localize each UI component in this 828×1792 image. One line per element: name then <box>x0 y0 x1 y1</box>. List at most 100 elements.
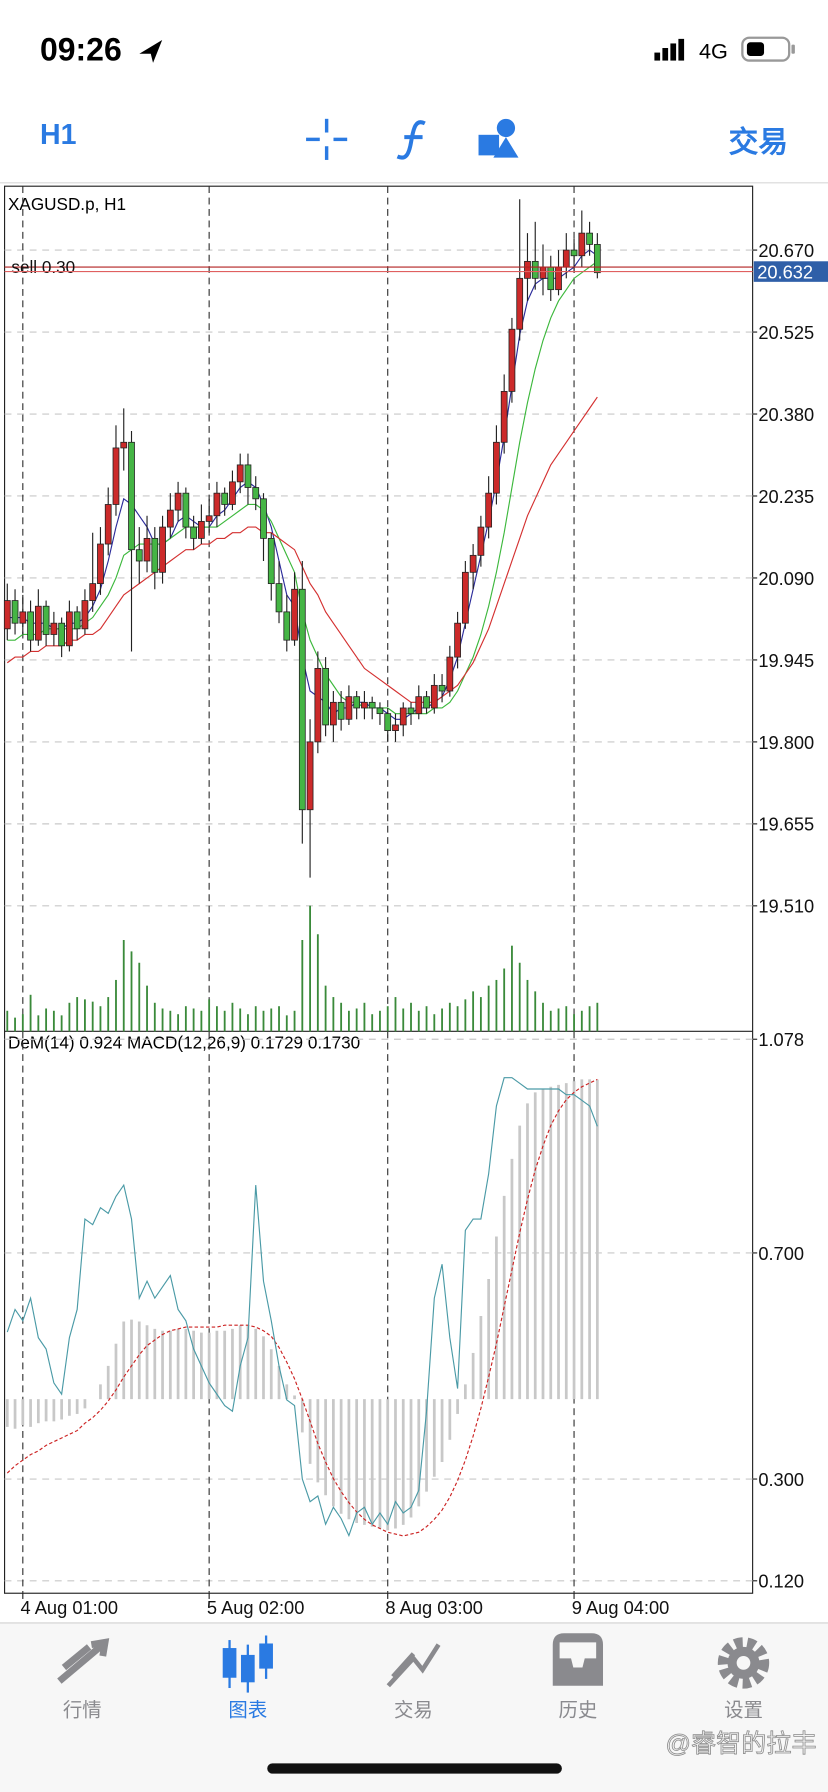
candle-body <box>135 549 143 562</box>
candle-body <box>291 588 298 641</box>
candle-body <box>361 701 368 709</box>
candle-body <box>190 526 197 539</box>
candle-body <box>516 277 524 330</box>
y-tick-label: 19.510 <box>758 896 814 917</box>
candle-body <box>104 504 112 545</box>
candle-body <box>229 481 236 505</box>
y-tick-label: 19.800 <box>758 732 814 753</box>
candle-body <box>438 684 446 692</box>
candle-body <box>205 515 213 522</box>
chart-frame <box>3 185 754 1594</box>
tab-label[interactable]: 历史 <box>558 1700 597 1722</box>
watermark: @睿智的拉丰 <box>666 1730 817 1758</box>
candle-body <box>562 249 570 268</box>
order-label: sell 0.30 <box>11 257 75 277</box>
candle-body <box>244 464 252 488</box>
candle-body <box>415 696 423 715</box>
timeframe-button[interactable]: H1 <box>40 119 77 151</box>
candle-body <box>493 441 500 494</box>
tab-icon-trade[interactable] <box>386 1643 441 1688</box>
candle-body <box>586 232 593 245</box>
candle-body <box>42 605 50 635</box>
candle-body <box>446 656 454 692</box>
chart-area[interactable] <box>3 185 754 1594</box>
candle-body <box>345 696 353 720</box>
y-tick-label: 19.655 <box>758 814 814 835</box>
candle-body <box>151 537 159 573</box>
location-icon <box>139 40 163 63</box>
candle-body <box>81 600 89 630</box>
candle-body <box>454 622 461 658</box>
candle-body <box>166 509 174 528</box>
candle-body <box>128 441 135 551</box>
candle-body <box>198 521 205 539</box>
candle-body <box>368 701 376 709</box>
candle-body <box>578 232 586 257</box>
candle-body <box>252 487 260 500</box>
candle-body <box>260 498 267 539</box>
macd-signal <box>6 1078 598 1537</box>
candle-body <box>19 611 27 624</box>
candle-body <box>221 492 229 505</box>
candle-body <box>89 583 97 601</box>
candle-body <box>58 622 66 647</box>
x-tick-label: 4 Aug 01:00 <box>21 1597 119 1618</box>
tab-icon-settings[interactable] <box>717 1637 770 1689</box>
y-tick-label: 20.235 <box>758 486 814 507</box>
home-indicator <box>267 1763 562 1774</box>
candle-body <box>174 492 182 511</box>
x-tick-label: 9 Aug 04:00 <box>572 1597 670 1618</box>
objects-button[interactable] <box>478 118 519 158</box>
network-label: 4G <box>699 38 728 63</box>
tab-label[interactable]: 行情 <box>63 1700 102 1722</box>
candle-body <box>593 244 601 274</box>
candle-body <box>570 249 578 257</box>
candle-body <box>477 526 485 556</box>
crosshair-button[interactable] <box>306 118 348 160</box>
candle-body <box>267 537 275 585</box>
candle-body <box>314 668 322 743</box>
candle-body <box>485 492 493 528</box>
candle-body <box>120 441 128 449</box>
y-tick-label: 20.525 <box>758 322 814 343</box>
candle-body <box>376 707 384 715</box>
candle-body <box>461 571 469 624</box>
candle-body <box>337 701 345 720</box>
candle-body <box>423 696 430 709</box>
price-label: 20.632 <box>757 261 813 282</box>
signal-icon <box>654 38 685 61</box>
y-tick-label: 0.120 <box>758 1571 804 1592</box>
y-tick-label: 20.670 <box>758 240 814 261</box>
tab-icon-history[interactable] <box>552 1633 604 1686</box>
chart-title: XAGUSD.p, H1 <box>8 194 126 214</box>
tab-icon-chart[interactable] <box>222 1635 273 1693</box>
price-tag <box>753 261 828 282</box>
clock: 09:26 <box>40 32 122 68</box>
tab-icon-quotes[interactable] <box>57 1638 110 1684</box>
candle-body <box>3 600 11 630</box>
tab-label[interactable]: 交易 <box>394 1700 433 1722</box>
candle-body <box>213 492 221 517</box>
trade-button[interactable]: 交易 <box>729 125 788 159</box>
indicator-button[interactable] <box>396 120 426 160</box>
tab-label[interactable]: 图表 <box>228 1700 267 1722</box>
candle-body <box>330 701 337 726</box>
candle-body <box>392 724 399 731</box>
y-tick-label: 0.300 <box>758 1469 804 1490</box>
candle-body <box>508 328 516 392</box>
candle-body <box>143 537 151 562</box>
candle-body <box>236 464 244 483</box>
candle-body <box>524 260 531 279</box>
dem-line <box>6 1077 598 1538</box>
candle-body <box>182 492 190 528</box>
tab-label[interactable]: 设置 <box>724 1700 763 1722</box>
y-tick-label: 0.700 <box>758 1243 804 1264</box>
candle-body <box>11 600 19 624</box>
candle-body <box>283 611 291 641</box>
candle-body <box>555 266 562 291</box>
candle-body <box>539 266 547 279</box>
candle-body <box>73 611 81 630</box>
candle-body <box>469 554 477 573</box>
